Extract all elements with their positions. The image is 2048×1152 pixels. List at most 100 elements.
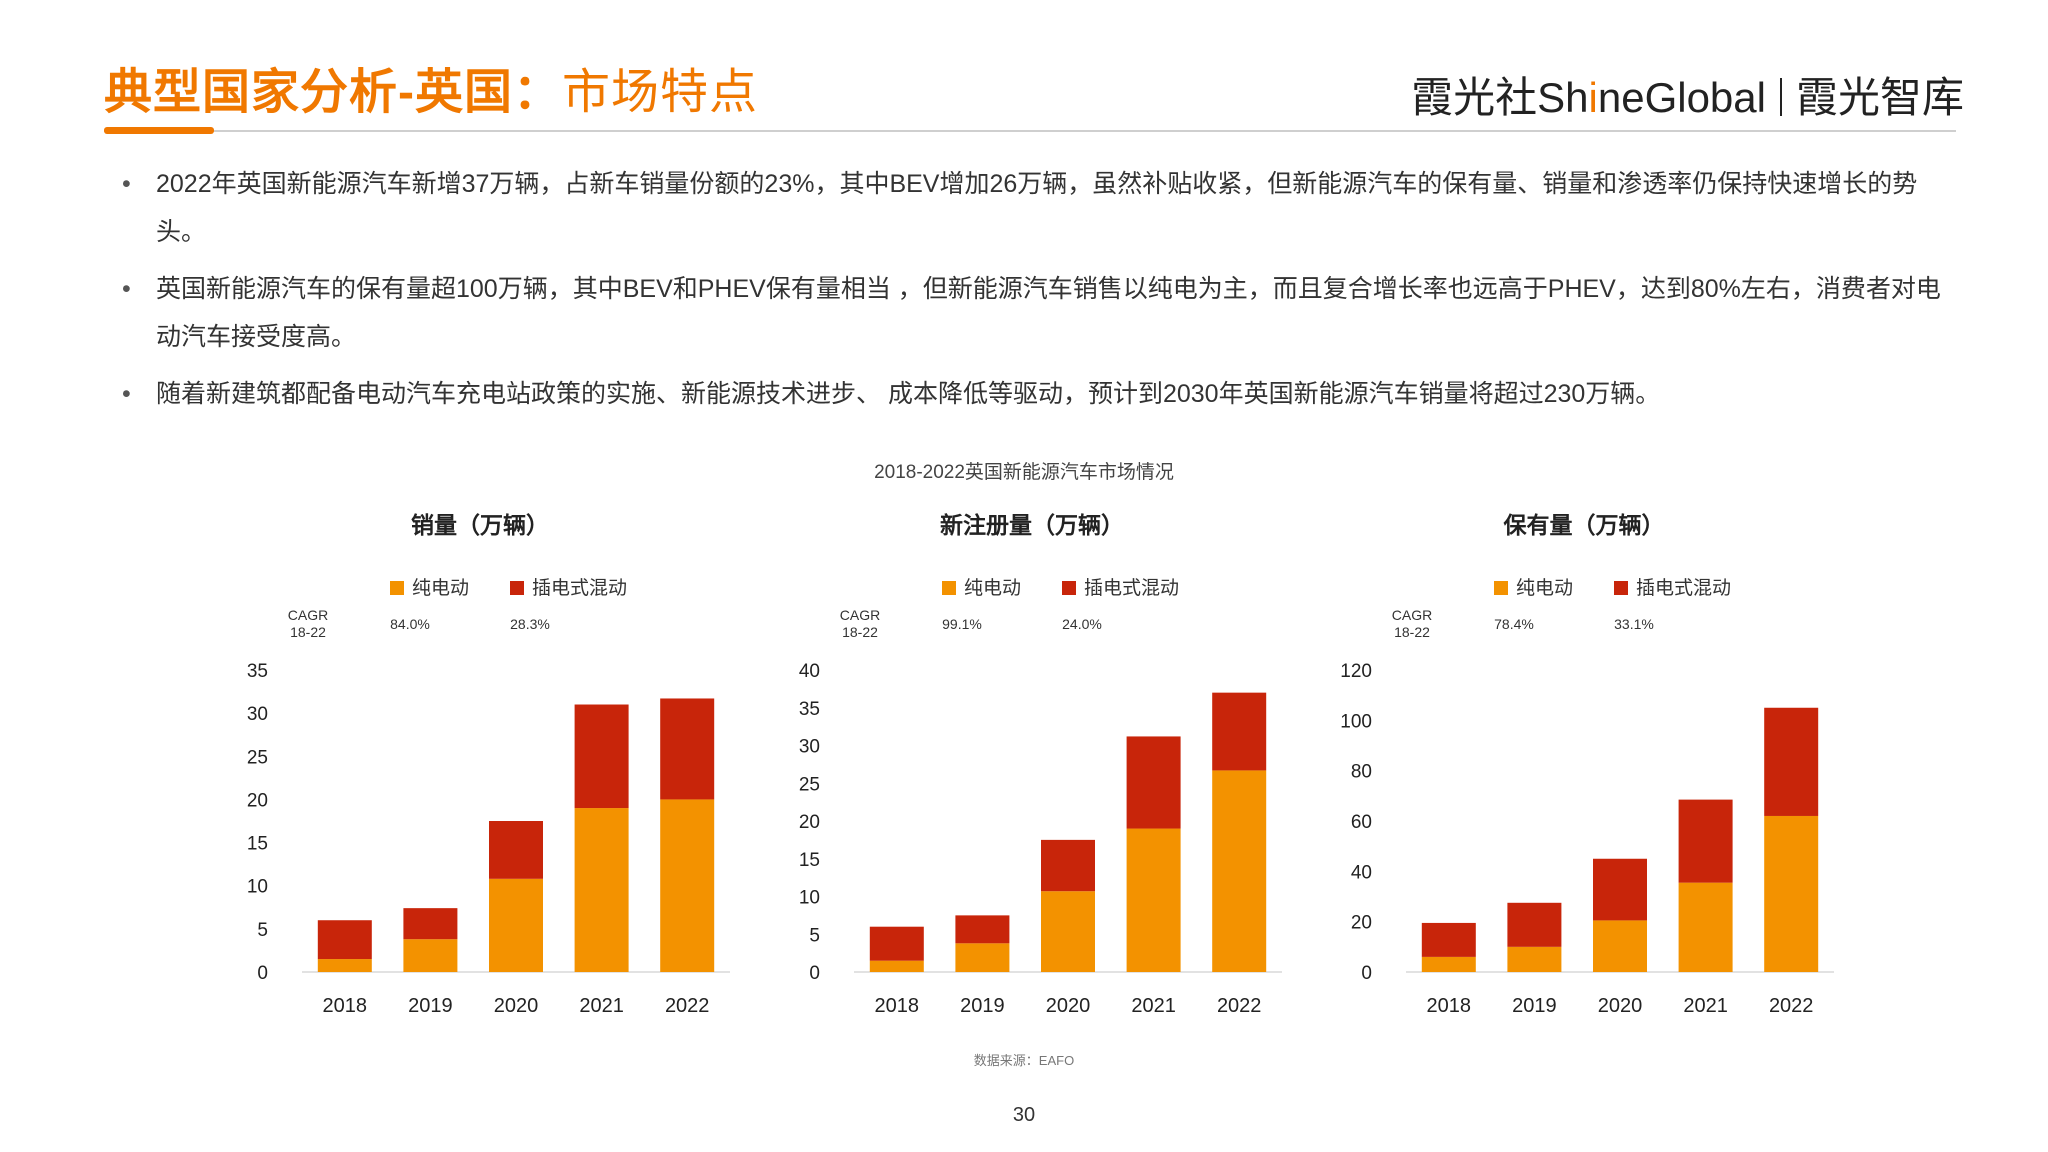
bar-bev bbox=[1421, 956, 1476, 972]
chart-sales: 销量（万辆） 纯电动 插电式混动 CAGR 18-22 84.0% 28.3% 0 5 10 15 2… bbox=[230, 500, 750, 1020]
y-tick-label: 35 bbox=[247, 661, 268, 682]
bar-phev bbox=[1507, 902, 1562, 947]
chart-title: 保有量（万辆） bbox=[1503, 512, 1665, 538]
cagr-label: CAGR bbox=[1392, 607, 1432, 623]
legend-swatch bbox=[942, 581, 956, 595]
legend-label: 插电式混动 bbox=[1084, 577, 1179, 599]
y-tick-label: 20 bbox=[247, 790, 268, 811]
x-tick-label: 2019 bbox=[960, 995, 1005, 1017]
bar-phev bbox=[1041, 839, 1095, 892]
y-tick-label: 80 bbox=[1351, 762, 1372, 783]
data-source: 数据来源：EAFO bbox=[973, 1053, 1075, 1068]
y-tick-label: 20 bbox=[799, 812, 820, 833]
legend-swatch bbox=[1494, 581, 1508, 595]
bar-phev bbox=[869, 926, 924, 961]
page-title: 典型国家分析-英国：市场特点 bbox=[104, 52, 758, 122]
bar-phev bbox=[317, 920, 372, 960]
brand-separator bbox=[1779, 78, 1782, 116]
chart-stock: 保有量（万辆） 纯电动 插电式混动 CAGR 18-22 78.4% 33.1% 0 20 40 6… bbox=[1334, 500, 1854, 1020]
chart-new-registrations: 新注册量（万辆） 纯电动 插电式混动 CAGR 18-22 99.1% 24.0% 0 5 10 1… bbox=[782, 500, 1302, 1020]
x-tick-label: 2021 bbox=[1131, 995, 1176, 1017]
cagr-value: 99.1% bbox=[942, 616, 982, 632]
x-tick-label: 2022 bbox=[1769, 995, 1814, 1017]
bar-bev bbox=[317, 959, 372, 972]
bar-bev bbox=[869, 960, 924, 972]
brand-think-tank: 霞光智库 bbox=[1795, 74, 1964, 121]
legend-swatch bbox=[1062, 581, 1076, 595]
header-divider bbox=[104, 130, 1956, 132]
bar-bev bbox=[955, 943, 1010, 972]
bar-bev bbox=[1593, 920, 1647, 972]
y-tick-label: 15 bbox=[247, 834, 268, 855]
y-tick-label: 5 bbox=[809, 925, 820, 946]
bar-phev bbox=[1678, 799, 1733, 883]
x-tick-label: 2021 bbox=[579, 995, 624, 1017]
legend-label: 纯电动 bbox=[1516, 577, 1573, 599]
bullet-item: 随着新建筑都配备电动汽车充电站政策的实施、新能源技术进步、 成本降低等驱动，预计… bbox=[122, 370, 1962, 418]
cagr-value: 78.4% bbox=[1494, 616, 1534, 632]
brand-name-cn: 霞光社 bbox=[1411, 74, 1538, 121]
brand-logo: 霞光社ShineGlobal 霞光智库 bbox=[1411, 64, 1964, 125]
bar-phev bbox=[660, 698, 715, 800]
page-title-sub: 市场特点 bbox=[562, 66, 759, 119]
bar-bev bbox=[489, 878, 543, 972]
bar-phev bbox=[955, 915, 1010, 944]
chart-title: 销量（万辆） bbox=[411, 512, 549, 538]
legend-swatch bbox=[510, 581, 524, 595]
brand-name-en-3: neGlobal bbox=[1597, 74, 1766, 121]
y-tick-label: 15 bbox=[799, 850, 820, 871]
y-tick-label: 40 bbox=[1351, 862, 1372, 883]
cagr-value: 28.3% bbox=[510, 616, 550, 632]
header-accent-bar bbox=[104, 127, 214, 134]
x-tick-label: 2019 bbox=[1512, 995, 1557, 1017]
bar-phev bbox=[489, 821, 543, 879]
x-tick-label: 2018 bbox=[323, 995, 368, 1017]
legend-label: 插电式混动 bbox=[1636, 577, 1731, 599]
x-tick-label: 2020 bbox=[1598, 995, 1643, 1017]
y-tick-label: 25 bbox=[799, 774, 820, 795]
bar-bev bbox=[660, 799, 715, 972]
brand-name-en-2: i bbox=[1588, 74, 1598, 121]
bar-phev bbox=[403, 908, 458, 940]
y-tick-label: 35 bbox=[799, 699, 820, 720]
page-title-main: 典型国家分析-英国： bbox=[104, 66, 562, 119]
bar-bev bbox=[1126, 828, 1181, 972]
cagr-label: CAGR bbox=[288, 607, 328, 623]
cagr-value: 33.1% bbox=[1614, 616, 1654, 632]
y-tick-label: 0 bbox=[257, 963, 268, 984]
y-tick-label: 100 bbox=[1340, 711, 1372, 732]
bar-phev bbox=[1593, 858, 1647, 921]
y-tick-label: 10 bbox=[247, 877, 268, 898]
bullet-item: 英国新能源汽车的保有量超100万辆，其中BEV和PHEV保有量相当 ，但新能源汽… bbox=[122, 265, 1962, 361]
y-tick-label: 60 bbox=[1351, 812, 1372, 833]
legend-label: 纯电动 bbox=[412, 577, 469, 599]
y-tick-label: 5 bbox=[257, 920, 268, 941]
bar-phev bbox=[1764, 707, 1819, 816]
x-tick-label: 2022 bbox=[1217, 995, 1262, 1017]
y-tick-label: 0 bbox=[1361, 963, 1372, 984]
y-tick-label: 0 bbox=[809, 963, 820, 984]
x-tick-label: 2018 bbox=[1427, 995, 1472, 1017]
bar-bev bbox=[574, 808, 629, 972]
bar-bev bbox=[1764, 815, 1819, 972]
cagr-period: 18-22 bbox=[842, 624, 878, 640]
bar-phev bbox=[1421, 922, 1476, 957]
y-tick-label: 30 bbox=[799, 737, 820, 758]
x-tick-label: 2020 bbox=[494, 995, 539, 1017]
x-tick-label: 2020 bbox=[1046, 995, 1091, 1017]
bar-bev bbox=[1212, 770, 1267, 972]
y-tick-label: 10 bbox=[799, 888, 820, 909]
legend-label: 插电式混动 bbox=[532, 577, 627, 599]
bar-bev bbox=[403, 939, 458, 972]
y-tick-label: 25 bbox=[247, 747, 268, 768]
bar-phev bbox=[1212, 692, 1267, 771]
bullet-item: 2022年英国新能源汽车新增37万辆，占新车销量份额的23%，其中BEV增加26… bbox=[122, 160, 1962, 256]
y-tick-label: 40 bbox=[799, 661, 820, 682]
x-tick-label: 2018 bbox=[875, 995, 920, 1017]
bar-bev bbox=[1041, 891, 1095, 972]
bullet-list: 2022年英国新能源汽车新增37万辆，占新车销量份额的23%，其中BEV增加26… bbox=[122, 160, 1962, 427]
y-tick-label: 20 bbox=[1351, 913, 1372, 934]
